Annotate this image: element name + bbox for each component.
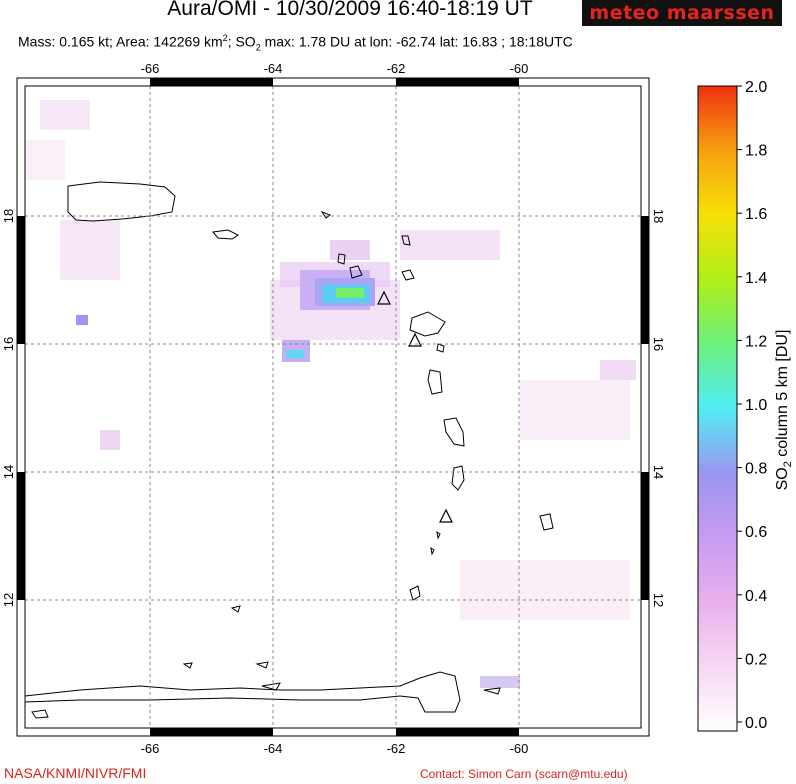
graticule [25,86,641,728]
volcano-marker [408,332,422,347]
lat-tick-left: 12 [1,593,16,607]
inner-frame [24,85,642,729]
colorbar-label-rest: column 5 km [DU] [774,330,791,462]
colorbar-tick-label: 2.0 [745,79,767,96]
stats-mid: ; SO [227,33,256,50]
colorbar-ticks: 2.0 1.8 1.6 1.4 1.2 1.0 0.8 0.6 0.4 0.2 0.0 [737,79,767,732]
lon-tick-top: -64 [264,61,283,76]
colorbar-tick-label: 1.0 [745,397,767,414]
lat-tick-left: 14 [1,465,16,479]
lat-tick-left: 16 [1,337,16,351]
meteo-maarssen-logo: meteo maarssen [582,0,782,26]
colorbar-tick-label: 0.4 [745,588,767,605]
map-border-bars [17,78,649,736]
volcano-marker [439,508,453,523]
colorbar-label-sub: 2 [782,461,794,467]
lon-tick-bottom: -62 [387,741,406,756]
lat-tick-left: 18 [1,209,16,223]
colorbar-tick-label: 1.8 [745,143,767,160]
contact-text: Contact: Simon Carn (scarn@mtu.edu) [420,767,628,781]
coastlines [25,181,554,719]
stats-line: Mass: 0.165 kt; Area: 142269 km2; SO2 ma… [18,33,573,52]
stats-sup: 2 [222,33,228,43]
lon-tick-top: -66 [141,61,160,76]
lat-tick-right: 16 [651,337,666,351]
colorbar-tick-label: 0.8 [745,461,767,478]
colorbar-tick-label: 1.4 [745,270,767,287]
volcano-marker [377,290,391,305]
colorbar [697,85,738,732]
colorbar-tick-label: 0.0 [745,715,767,732]
colorbar-tick-label: 0.6 [745,524,767,541]
map-title: Aura/OMI - 10/30/2009 16:40-18:19 UT [167,0,533,20]
credit-text: NASA/KNMI/NIVR/FMI [4,765,147,781]
colorbar-tick-label: 0.2 [745,651,767,668]
lon-tick-bottom: -64 [264,741,283,756]
lon-tick-bottom: -60 [510,741,529,756]
colorbar-tick-label: 1.6 [745,206,767,223]
volcano-markers [377,290,453,523]
stats-sub: 2 [255,42,261,53]
stats-prefix: Mass: 0.165 kt; Area: 142269 km [18,33,223,50]
lat-tick-right: 14 [651,465,666,479]
stats-suffix: max: 1.78 DU at lon: -62.74 lat: 16.83 ;… [260,33,573,50]
so2-field [25,100,636,688]
lat-tick-right: 18 [651,209,666,223]
lon-tick-top: -60 [510,61,529,76]
lon-tick-top: -62 [387,61,406,76]
outer-frame [16,77,650,737]
colorbar-label: SO2 column 5 km [DU] [774,330,794,491]
colorbar-tick-label: 1.2 [745,333,767,350]
lat-tick-right: 12 [651,593,666,607]
colorbar-label-main: SO [774,467,791,490]
lon-tick-bottom: -66 [141,741,160,756]
